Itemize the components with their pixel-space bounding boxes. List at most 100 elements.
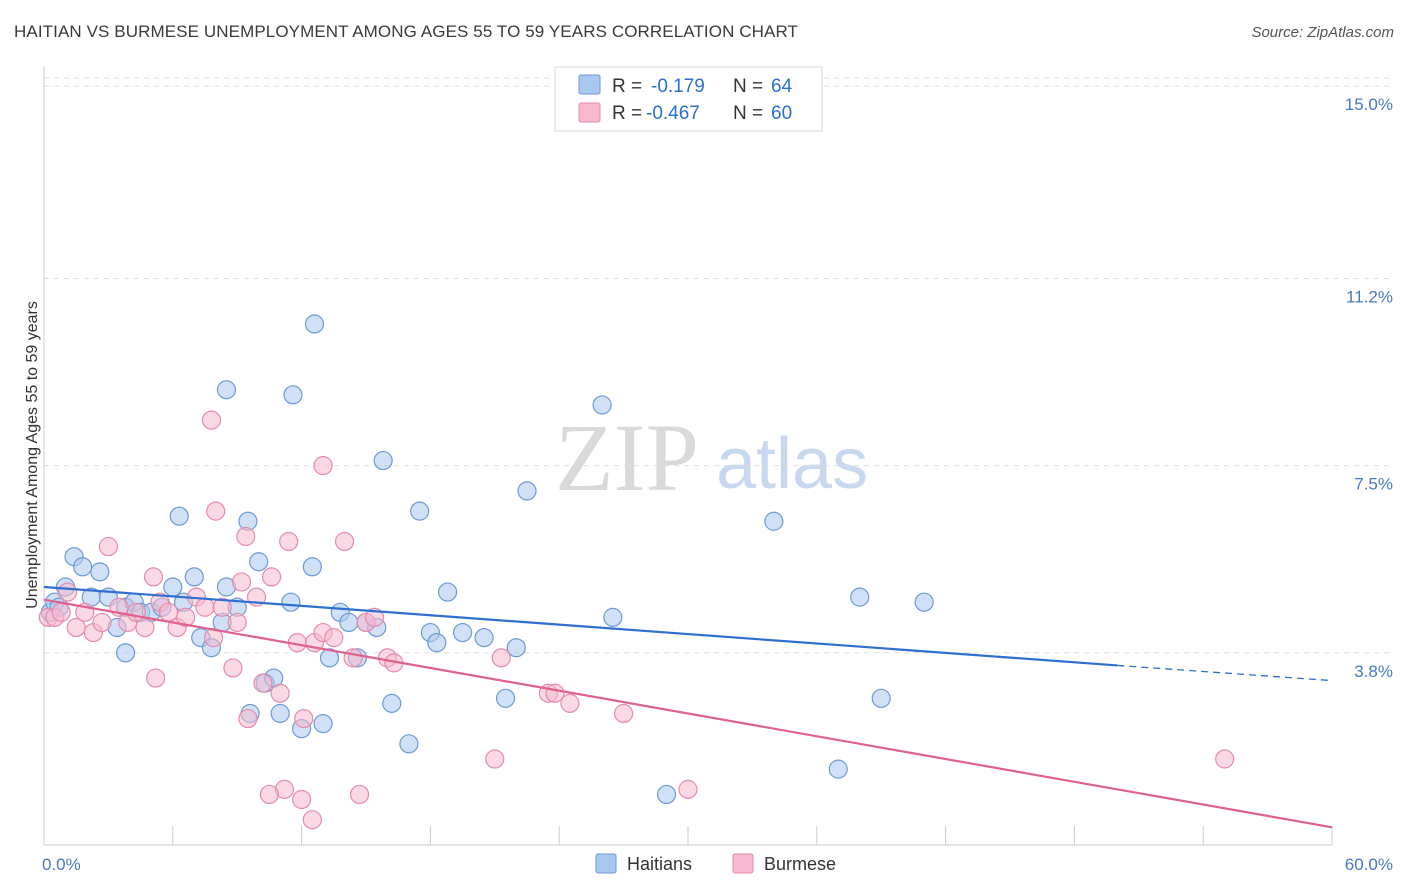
haitians-point	[453, 622, 473, 643]
haitians-point	[474, 628, 494, 648]
legend-n-value-haitians: 64	[771, 76, 793, 97]
haitians-point	[115, 643, 136, 663]
haitians-point	[437, 582, 458, 602]
y-tick-label: 7.5%	[1354, 475, 1393, 494]
burmese-point	[135, 617, 155, 638]
legend-n-value-burmese: 60	[771, 103, 792, 124]
haitians-point	[828, 759, 848, 779]
burmese-point	[231, 572, 252, 592]
burmese-point	[201, 410, 222, 430]
legend-r-value-burmese: -0.467	[646, 103, 700, 124]
legend-r-label-burmese: R =	[612, 103, 642, 124]
haitians-point	[850, 587, 870, 607]
legend-n-label-haitians: N =	[733, 76, 763, 97]
data-points	[38, 314, 1235, 830]
bottom-legend-label-burmese: Burmese	[764, 854, 836, 874]
burmese-point	[92, 612, 112, 633]
burmese-point	[294, 708, 314, 729]
haitians-trend-line	[43, 585, 1118, 667]
burmese-point	[206, 501, 226, 521]
burmese-point	[51, 602, 71, 622]
haitians-point	[313, 713, 333, 734]
haitians-point	[914, 592, 934, 612]
burmese-point	[146, 668, 166, 688]
burmese-point	[292, 789, 312, 810]
haitians-trend-extension	[1117, 664, 1333, 682]
burmese-point	[259, 784, 279, 805]
burmese-point	[279, 531, 299, 552]
haitians-point	[281, 592, 301, 612]
x-tick-label-max: 60.0%	[1345, 855, 1393, 874]
haitians-point	[163, 577, 183, 597]
y-axis-label: Unemployment Among Ages 55 to 59 years	[24, 301, 41, 609]
chart-title: HAITIAN VS BURMESE UNEMPLOYMENT AMONG AG…	[14, 22, 799, 41]
haitians-point	[427, 633, 447, 653]
burmese-point	[491, 648, 511, 668]
bottom-legend-swatch-burmese	[732, 853, 754, 874]
y-tick-label: 15.0%	[1345, 95, 1393, 114]
burmese-point	[1215, 749, 1235, 769]
burmese-point	[324, 628, 344, 648]
legend-r-value-haitians: -0.179	[651, 76, 705, 97]
burmese-point	[349, 784, 370, 805]
burmese-point	[313, 456, 333, 476]
burmese-point	[334, 531, 355, 552]
watermark-zip: ZIP	[555, 404, 699, 511]
burmese-point	[223, 658, 243, 678]
haitians-point	[410, 501, 430, 521]
haitians-point	[319, 648, 340, 668]
haitians-point	[656, 784, 677, 805]
haitians-point	[373, 450, 393, 471]
haitians-point	[495, 688, 516, 708]
burmese-point	[364, 607, 385, 627]
burmese-point	[227, 612, 247, 633]
burmese-point	[485, 749, 505, 769]
burmese-point	[261, 567, 282, 587]
trend-lines	[43, 585, 1333, 829]
legend-bottom: Haitians Burmese	[595, 853, 836, 874]
grid-lines	[44, 77, 1392, 654]
haitians-point	[270, 703, 290, 724]
haitians-point	[764, 511, 784, 531]
haitians-point	[592, 395, 612, 415]
burmese-point	[98, 536, 119, 557]
haitians-point	[506, 638, 526, 658]
burmese-point	[143, 567, 164, 587]
burmese-point	[195, 597, 215, 617]
haitians-point	[304, 314, 325, 334]
x-ticks	[43, 826, 1333, 845]
haitians-point	[184, 567, 204, 587]
haitians-point	[283, 385, 303, 405]
y-tick-labels: 3.8% 7.5% 11.2% 15.0%	[1345, 95, 1393, 681]
bottom-legend-label-haitians: Haitians	[627, 854, 692, 874]
haitians-point	[871, 688, 891, 708]
haitians-point	[90, 562, 110, 582]
burmese-point	[253, 673, 273, 693]
burmese-point	[560, 693, 580, 713]
haitians-point	[517, 481, 537, 501]
burmese-point	[66, 617, 86, 638]
legend-r-label-haitians: R =	[612, 76, 642, 97]
haitians-point	[216, 380, 237, 400]
legend-n-label-burmese: N =	[733, 103, 763, 124]
burmese-point	[343, 648, 363, 668]
burmese-point	[176, 607, 196, 627]
bottom-legend-swatch-haitians	[595, 853, 617, 874]
y-tick-label: 3.8%	[1354, 662, 1393, 681]
legend-swatch-burmese	[578, 102, 601, 123]
haitians-point	[249, 552, 269, 572]
haitians-point	[339, 612, 359, 633]
watermark-atlas: atlas	[716, 424, 868, 504]
burmese-trend-line	[43, 598, 1333, 829]
burmese-point	[212, 597, 232, 617]
burmese-point	[613, 703, 634, 724]
burmese-point	[238, 708, 258, 729]
legend-swatch-haitians	[578, 74, 601, 95]
chart-source: Source: ZipAtlas.com	[1251, 24, 1394, 41]
haitians-point	[169, 506, 189, 526]
x-tick-label-min: 0.0%	[42, 855, 81, 874]
burmese-point	[270, 683, 290, 703]
haitians-point	[382, 693, 402, 713]
haitians-point	[73, 557, 93, 577]
